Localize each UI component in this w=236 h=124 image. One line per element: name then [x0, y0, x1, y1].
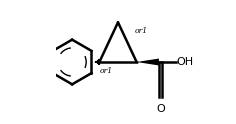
Polygon shape: [137, 59, 159, 65]
Text: OH: OH: [177, 57, 194, 67]
Text: O: O: [156, 104, 165, 114]
Text: or1: or1: [100, 67, 113, 75]
Text: or1: or1: [135, 27, 148, 35]
